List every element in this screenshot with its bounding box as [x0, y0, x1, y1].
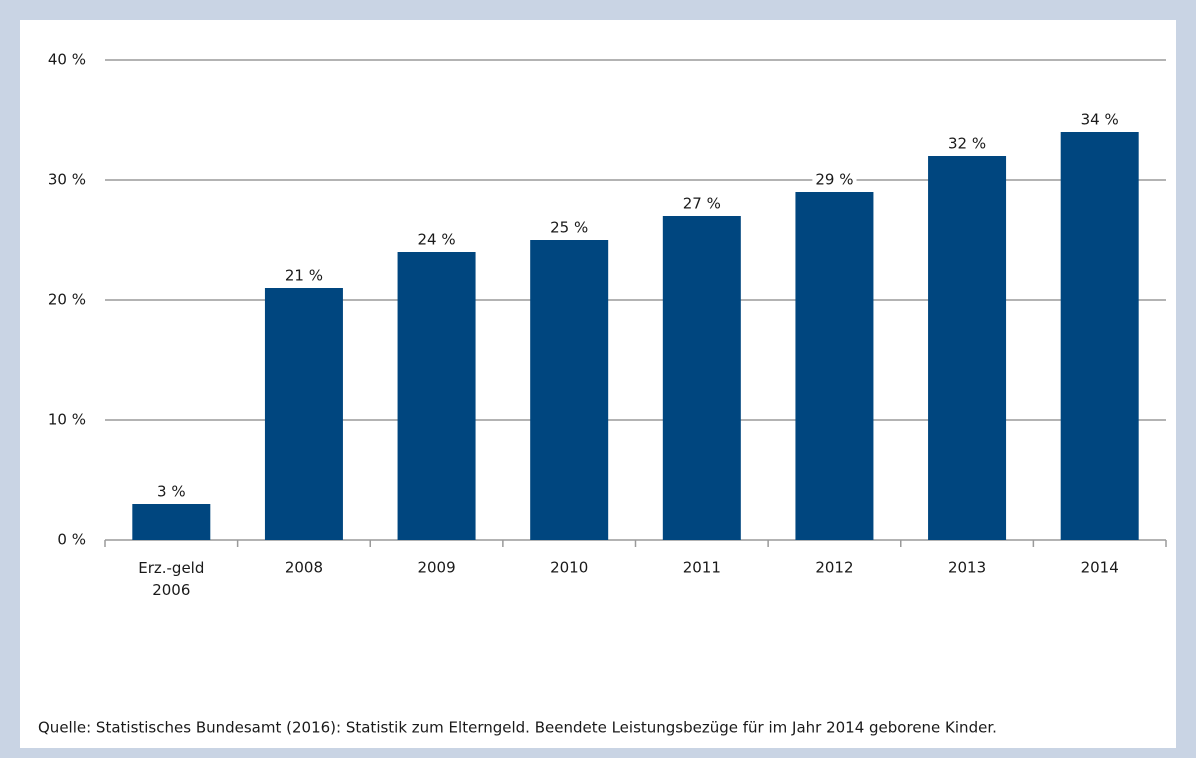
value-label-bg — [414, 229, 459, 250]
value-label-bg — [281, 265, 326, 286]
bar — [397, 252, 476, 540]
value-label-bg — [945, 133, 990, 154]
value-label: 34 % — [1081, 111, 1119, 129]
x-tick-label: 2010 — [550, 559, 588, 577]
bar — [264, 288, 343, 540]
value-label: 3 % — [157, 483, 186, 501]
y-tick-label: 0 % — [57, 531, 86, 549]
value-label: 25 % — [550, 219, 588, 237]
x-tick-label: 2012 — [815, 559, 853, 577]
bar — [1060, 132, 1139, 540]
bar — [530, 240, 609, 540]
bar — [928, 156, 1007, 540]
y-tick-label: 30 % — [48, 171, 86, 189]
x-tick-label: 2008 — [285, 559, 323, 577]
value-label: 24 % — [418, 231, 456, 249]
bar — [132, 504, 211, 540]
y-tick-label: 40 % — [48, 51, 86, 69]
value-label: 21 % — [285, 267, 323, 285]
x-tick-label: 2014 — [1081, 559, 1119, 577]
value-label: 32 % — [948, 135, 986, 153]
x-tick-label: 2013 — [948, 559, 986, 577]
value-label-bg — [547, 217, 592, 238]
value-label: 27 % — [683, 195, 721, 213]
value-label: 29 % — [815, 171, 853, 189]
bar — [662, 216, 741, 540]
bar — [795, 192, 874, 540]
y-tick-label: 10 % — [48, 411, 86, 429]
x-tick-label: 2009 — [417, 559, 455, 577]
value-label-bg — [1077, 109, 1122, 130]
x-tick-label: Erz.-geld 2006 — [138, 559, 204, 599]
source-note: Quelle: Statistisches Bundesamt (2016): … — [38, 719, 997, 737]
x-tick-label: 2011 — [683, 559, 721, 577]
y-tick-label: 20 % — [48, 291, 86, 309]
value-label-bg — [679, 193, 724, 214]
value-label-bg — [154, 481, 189, 502]
value-label-bg — [812, 169, 857, 190]
